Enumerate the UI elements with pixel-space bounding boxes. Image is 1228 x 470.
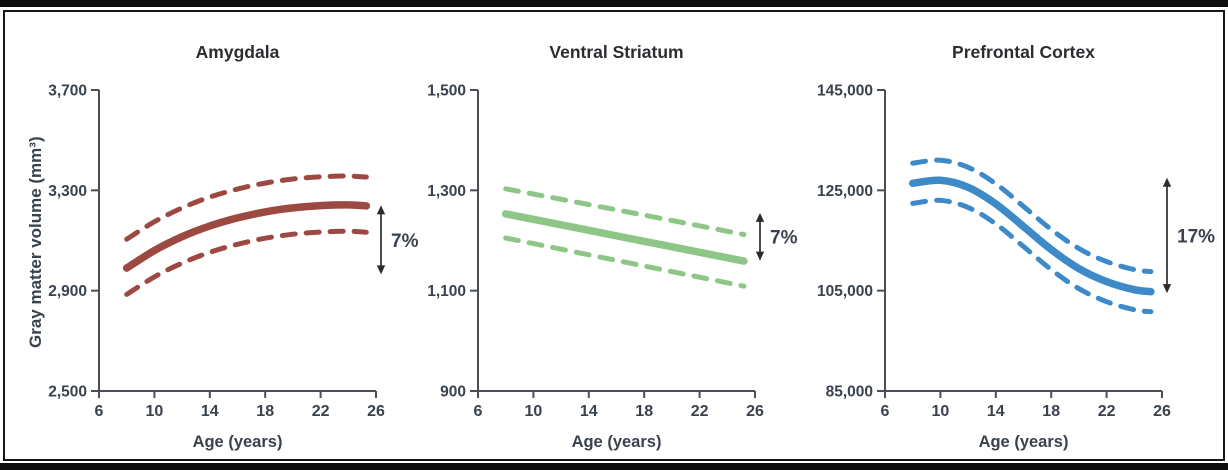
y-axis-label: Gray matter volume (mm³) bbox=[26, 136, 45, 348]
annotation-label: 17% bbox=[1177, 226, 1215, 247]
y-tick-label: 3,300 bbox=[48, 183, 87, 200]
x-tick-label: 18 bbox=[1042, 403, 1060, 420]
x-tick-label: 10 bbox=[932, 403, 950, 420]
x-tick-label: 6 bbox=[881, 403, 890, 420]
x-tick-label: 10 bbox=[146, 403, 164, 420]
y-tick-label: 1,100 bbox=[427, 283, 466, 300]
y-tick-label: 1,300 bbox=[427, 183, 466, 200]
chart-amygdala: 2,500 2,900 3,300 3,700 6 10 14 18 22 26 7% bbox=[48, 83, 418, 421]
axis-lines bbox=[884, 90, 1162, 392]
y-tick-label: 85,000 bbox=[826, 384, 873, 401]
x-tick-label: 6 bbox=[95, 403, 104, 420]
x-axis-label: Age (years) bbox=[571, 433, 662, 451]
y-tick-label: 105,000 bbox=[817, 283, 873, 300]
x-axis-label: Age (years) bbox=[978, 433, 1069, 451]
arrow-head-down bbox=[376, 265, 386, 275]
chart-title-ventral-striatum: Ventral Striatum bbox=[549, 42, 684, 62]
y-tick-label: 145,000 bbox=[817, 83, 873, 100]
x-tick-label: 14 bbox=[987, 403, 1005, 420]
x-tick-label: 26 bbox=[746, 403, 764, 420]
x-tick-label: 14 bbox=[201, 403, 219, 420]
range-arrow bbox=[1162, 177, 1172, 294]
range-arrow bbox=[755, 212, 765, 261]
y-tick-label: 2,500 bbox=[48, 384, 87, 401]
chart-ventral-striatum: 900 1,100 1,300 1,500 6 10 14 18 22 26 7% bbox=[427, 83, 797, 421]
y-tick-label: 2,900 bbox=[48, 283, 87, 300]
x-tick-label: 22 bbox=[691, 403, 709, 420]
top-border-bar bbox=[0, 0, 1228, 7]
x-tick-label: 22 bbox=[312, 403, 330, 420]
arrow-head-up bbox=[376, 205, 386, 215]
y-tick-label: 125,000 bbox=[817, 183, 873, 200]
chart-title-prefrontal-cortex: Prefrontal Cortex bbox=[952, 42, 1095, 62]
annotation-label: 7% bbox=[391, 231, 419, 252]
range-arrow bbox=[376, 205, 386, 275]
x-axis-label: Age (years) bbox=[192, 433, 283, 451]
lower-ci-curve bbox=[910, 197, 1154, 315]
annotation-label: 7% bbox=[770, 228, 798, 249]
chart-prefrontal-cortex: 85,000 105,000 125,000 145,000 6 10 14 18 22 26 17… bbox=[817, 83, 1215, 421]
x-tick-label: 22 bbox=[1098, 403, 1116, 420]
x-tick-label: 14 bbox=[580, 403, 598, 420]
axis-lines bbox=[98, 90, 376, 392]
x-tick-label: 18 bbox=[635, 403, 653, 420]
y-tick-label: 1,500 bbox=[427, 83, 466, 100]
x-tick-label: 6 bbox=[474, 403, 483, 420]
mean-curve bbox=[122, 201, 371, 272]
lower-ci-curve bbox=[124, 228, 369, 297]
figure-frame bbox=[3, 10, 1225, 461]
arrow-head-down bbox=[755, 251, 765, 261]
arrow-head-up bbox=[1162, 177, 1172, 187]
lower-ci-curve bbox=[503, 235, 747, 289]
chart-title-amygdala: Amygdala bbox=[195, 42, 280, 62]
bottom-border-bar bbox=[0, 463, 1228, 470]
mean-curve bbox=[501, 210, 748, 265]
x-tick-label: 18 bbox=[256, 403, 274, 420]
y-tick-label: 3,700 bbox=[48, 83, 87, 100]
upper-ci-curve bbox=[124, 173, 369, 242]
x-tick-label: 26 bbox=[1153, 403, 1171, 420]
x-tick-label: 26 bbox=[367, 403, 385, 420]
y-tick-label: 900 bbox=[440, 384, 466, 401]
upper-ci-curve bbox=[910, 157, 1154, 275]
arrow-head-up bbox=[755, 212, 765, 222]
arrow-head-down bbox=[1162, 284, 1172, 294]
upper-ci-curve bbox=[503, 186, 747, 237]
mean-curve bbox=[908, 176, 1155, 296]
x-tick-label: 10 bbox=[525, 403, 543, 420]
